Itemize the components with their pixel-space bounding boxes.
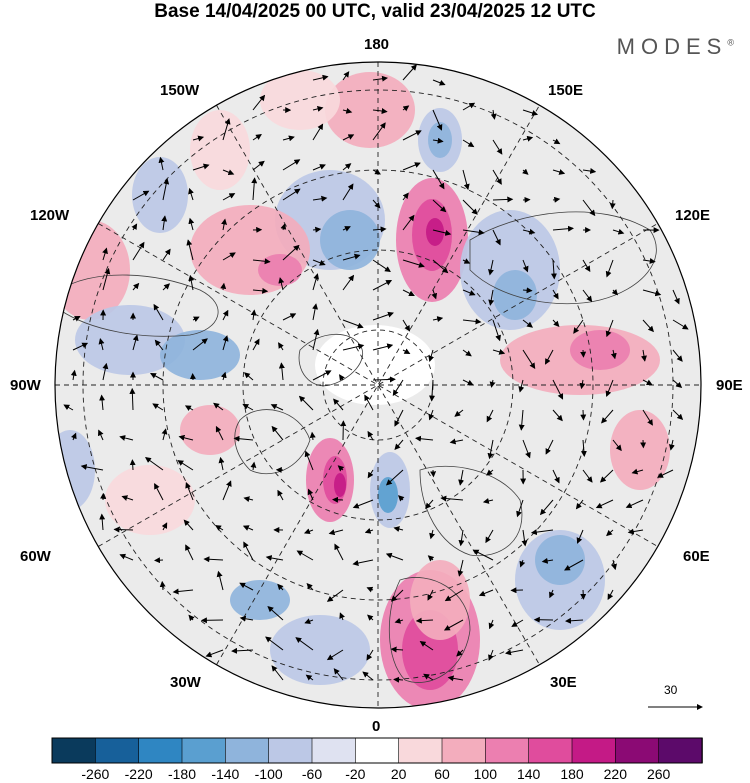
- colorbar-tick-label: -100: [254, 766, 283, 782]
- map-title: Base 14/04/2025 00 UTC, valid 23/04/2025…: [154, 1, 596, 22]
- colorbar-swatch: [441, 737, 487, 764]
- colorbar-tick-label: -220: [124, 766, 153, 782]
- colorbar-tick-label: -180: [167, 766, 197, 782]
- colorbar-tick-label: 100: [473, 766, 498, 782]
- lon-label-30e: 30E: [550, 674, 577, 691]
- colorbar-swatch: [311, 737, 357, 764]
- lon-label-60e: 60E: [683, 548, 710, 565]
- colorbar-tick-label: 220: [603, 766, 628, 782]
- colorbar-swatch: [268, 737, 313, 764]
- lon-label-90e: 90E: [716, 377, 743, 394]
- lon-label-30w: 30W: [170, 674, 201, 691]
- lon-label-120w: 120W: [30, 207, 70, 224]
- colorbar-swatch: [138, 737, 183, 764]
- colorbar-tick-label: -60: [301, 766, 323, 782]
- colorbar-tick-label: 60: [434, 766, 450, 782]
- lon-label-0: 0: [372, 718, 381, 735]
- lon-label-120e: 120E: [675, 207, 711, 224]
- colorbar-swatch: [485, 737, 530, 764]
- colorbar: [51, 737, 703, 764]
- colorbar-tick-label: -20: [345, 766, 366, 782]
- lon-label-90w: 90W: [10, 377, 41, 394]
- colorbar-swatch: [615, 737, 660, 764]
- colorbar-swatch: [95, 737, 140, 764]
- vector-scale-label: 30: [664, 683, 678, 697]
- colorbar-tick-label: -140: [211, 766, 240, 782]
- lon-label-150w: 150W: [160, 82, 200, 99]
- colorbar-swatch: [398, 737, 443, 764]
- colorbar-swatch: [528, 737, 573, 764]
- colorbar-swatch: [355, 737, 400, 764]
- anomaly-field: [55, 62, 701, 708]
- colorbar-tick-label: 260: [646, 766, 671, 782]
- lon-label-150e: 150E: [548, 82, 584, 99]
- map-border: [54, 61, 702, 709]
- colorbar-tick-label: 140: [516, 766, 541, 782]
- colorbar-swatch: [658, 737, 703, 764]
- colorbar-swatch: [181, 737, 227, 764]
- brand-logo: MODES®: [616, 34, 734, 59]
- colorbar-swatch: [51, 737, 97, 764]
- colorbar-tick-label: -260: [81, 766, 110, 782]
- colorbar-tick-label: 20: [390, 766, 407, 782]
- lon-label-180: 180: [364, 36, 390, 53]
- lon-label-60w: 60W: [20, 548, 51, 565]
- colorbar-swatch: [225, 737, 270, 764]
- colorbar-swatch: [571, 737, 617, 764]
- colorbar-tick-label: 180: [560, 766, 584, 782]
